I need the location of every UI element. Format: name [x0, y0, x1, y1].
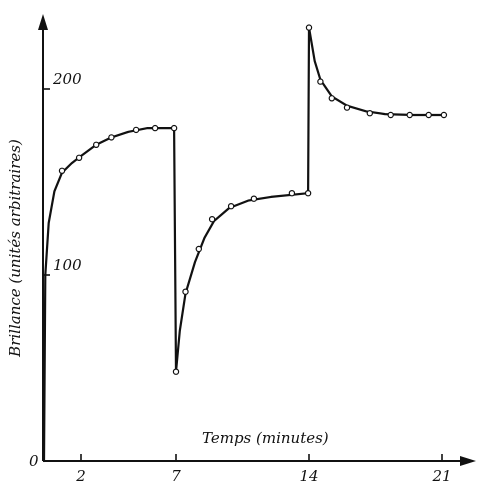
data-point-23 — [440, 111, 448, 119]
data-point-12 — [250, 195, 258, 202]
series-curve — [42, 26, 445, 463]
data-point-19 — [366, 109, 373, 117]
data-points-layer — [58, 24, 448, 375]
data-point-4 — [132, 126, 140, 134]
data-point-0 — [58, 167, 66, 174]
data-point-2 — [92, 141, 100, 148]
x-tick-label-21: 21 — [431, 467, 451, 481]
x-tick-label-14: 14 — [299, 467, 318, 481]
data-point-13 — [288, 189, 296, 197]
data-point-17 — [328, 95, 335, 102]
data-point-16 — [317, 78, 324, 85]
x-tick-label-2: 2 — [75, 467, 86, 481]
data-point-6 — [170, 124, 178, 132]
data-point-15 — [305, 24, 313, 31]
x-axis-title: Temps (minutes) — [202, 429, 329, 447]
tick-marks — [43, 88, 443, 461]
data-point-5 — [151, 124, 159, 132]
data-point-18 — [343, 104, 351, 111]
data-point-11 — [227, 202, 235, 210]
data-point-14 — [304, 189, 312, 197]
axes — [38, 14, 476, 466]
data-point-8 — [182, 288, 189, 295]
data-point-3 — [108, 134, 115, 141]
data-point-21 — [406, 111, 413, 119]
y-tick-label-100: 100 — [53, 256, 82, 274]
data-point-10 — [208, 215, 216, 223]
y-tick-label-200: 200 — [52, 70, 82, 88]
data-curve-layer — [42, 26, 445, 463]
data-point-22 — [425, 111, 432, 119]
x-tick-label-7: 7 — [171, 467, 181, 481]
y-axis-arrow — [38, 14, 48, 30]
x-axis-arrow — [460, 456, 476, 466]
data-point-1 — [75, 154, 83, 161]
labels-layer: Temps (minutes) Brillance (unités arbitr… — [6, 70, 452, 481]
data-point-7 — [172, 368, 180, 375]
data-point-20 — [387, 111, 394, 119]
y-axis-title: Brillance (unités arbitraires) — [6, 139, 24, 358]
origin-label: 0 — [29, 452, 39, 470]
data-point-9 — [195, 245, 202, 253]
